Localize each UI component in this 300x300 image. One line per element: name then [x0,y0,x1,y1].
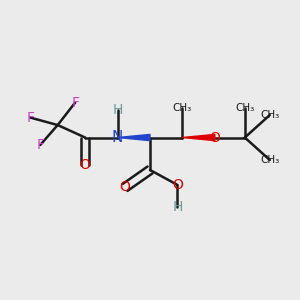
Text: O: O [172,178,183,192]
Text: O: O [80,158,91,172]
Text: O: O [209,130,220,145]
Text: F: F [26,111,34,124]
Text: F: F [71,96,79,110]
Text: CH₃: CH₃ [235,103,254,112]
Text: H: H [112,103,123,117]
Text: F: F [36,138,44,152]
Text: CH₃: CH₃ [173,103,192,112]
Text: H: H [172,200,183,214]
Polygon shape [182,134,215,141]
Polygon shape [118,134,150,141]
Text: CH₃: CH₃ [260,110,279,120]
Text: O: O [120,180,130,194]
Text: CH₃: CH₃ [260,155,279,165]
Text: N: N [112,130,123,145]
